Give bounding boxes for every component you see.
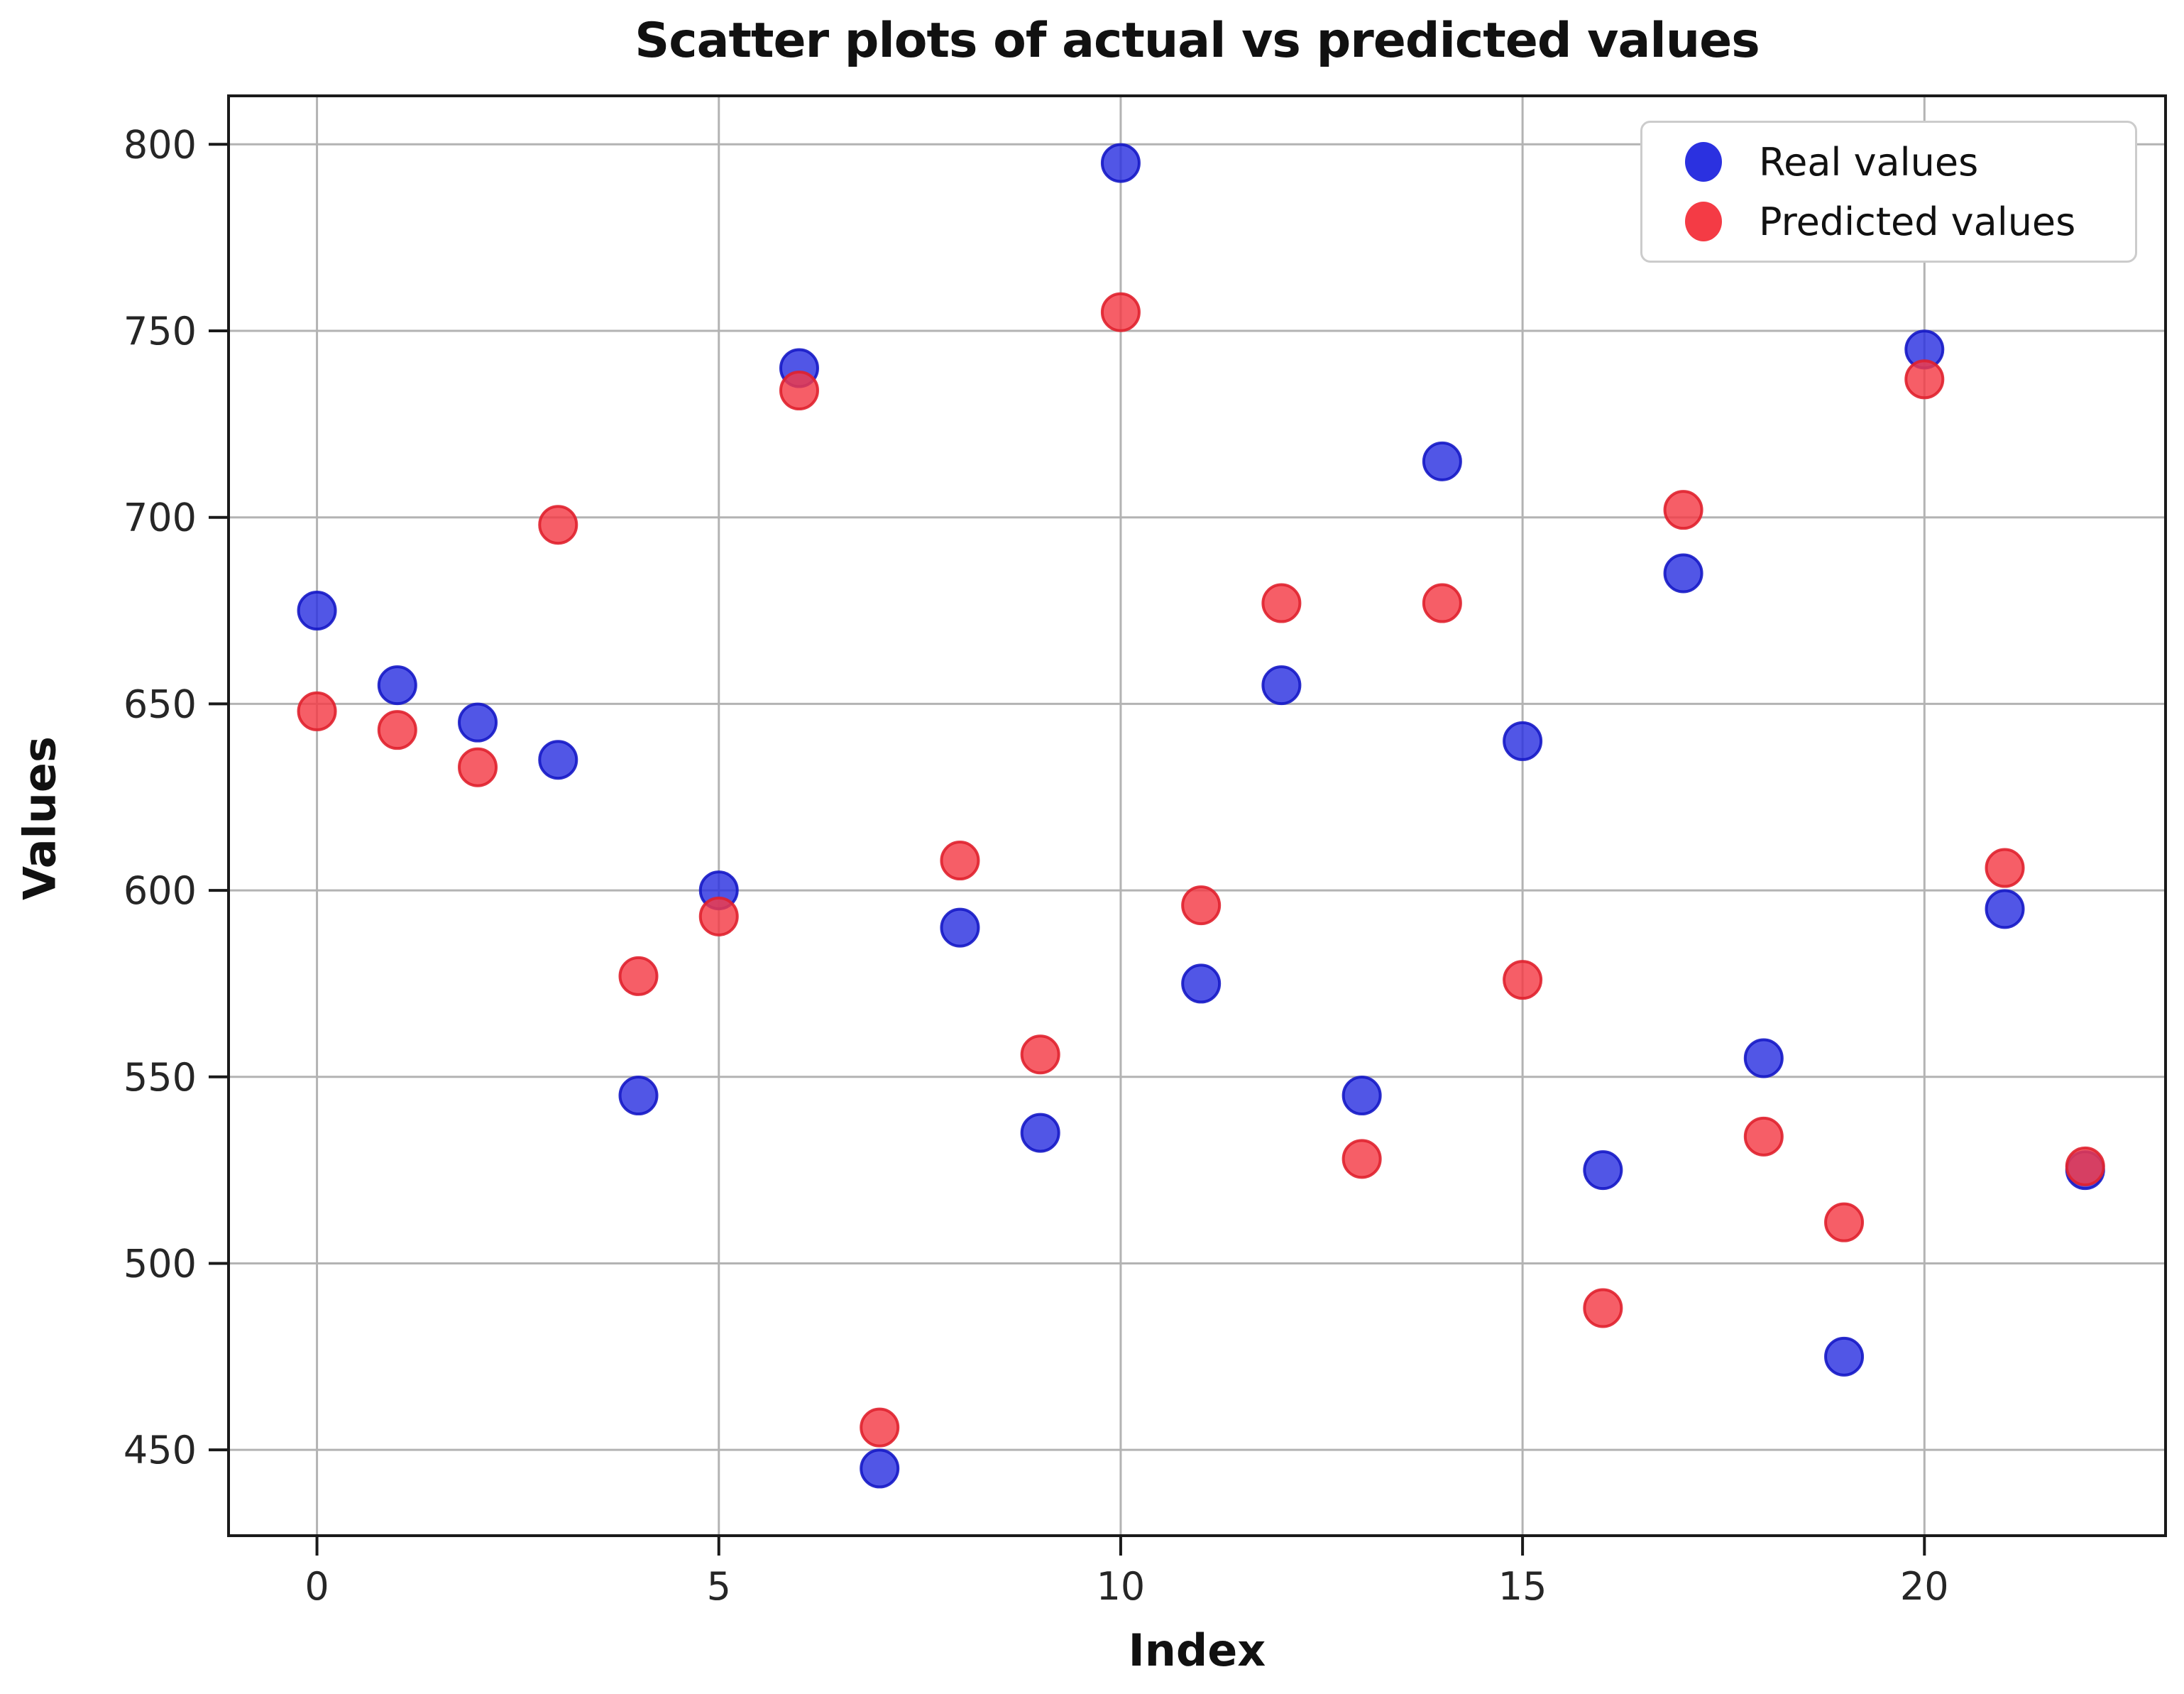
legend-item: Predicted values bbox=[1642, 198, 2135, 245]
data-point-predicted bbox=[1341, 1139, 1382, 1179]
legend-marker-predicted-icon bbox=[1685, 202, 1722, 241]
data-point-predicted bbox=[377, 710, 417, 750]
legend-item-label: Predicted values bbox=[1759, 199, 2076, 244]
data-point-real bbox=[458, 702, 498, 743]
y-tick-label: 500 bbox=[124, 1241, 197, 1286]
data-point-predicted bbox=[618, 956, 659, 996]
data-point-predicted bbox=[698, 896, 739, 936]
data-point-predicted bbox=[297, 691, 337, 731]
data-point-real bbox=[1261, 665, 1302, 706]
legend: Real values Predicted values bbox=[1640, 121, 2137, 263]
legend-marker-real-icon bbox=[1685, 142, 1722, 182]
data-point-predicted bbox=[1100, 292, 1141, 332]
data-point-predicted bbox=[1020, 1034, 1060, 1075]
data-point-real bbox=[1663, 553, 1703, 594]
y-tick-label: 650 bbox=[124, 682, 197, 726]
data-point-real bbox=[1020, 1113, 1060, 1153]
x-tick-label: 0 bbox=[304, 1564, 329, 1609]
x-tick-label: 10 bbox=[1097, 1564, 1146, 1609]
y-axis-label: Values bbox=[13, 736, 66, 900]
chart-title: Scatter plots of actual vs predicted val… bbox=[635, 13, 1760, 69]
data-point-predicted bbox=[1663, 490, 1703, 530]
data-point-real bbox=[618, 1076, 659, 1116]
data-point-predicted bbox=[940, 841, 980, 881]
data-point-predicted bbox=[779, 371, 819, 411]
data-point-real bbox=[538, 740, 578, 780]
data-point-predicted bbox=[1985, 848, 2025, 888]
data-point-predicted bbox=[1422, 583, 1462, 623]
y-tick-label: 800 bbox=[124, 122, 197, 167]
y-tick-label: 600 bbox=[124, 868, 197, 913]
data-point-predicted bbox=[1824, 1202, 1865, 1242]
data-point-real bbox=[1743, 1038, 1784, 1078]
data-point-real bbox=[860, 1448, 900, 1489]
data-point-predicted bbox=[1503, 960, 1543, 1000]
data-point-real bbox=[1985, 889, 2025, 929]
x-axis-label: Index bbox=[1128, 1624, 1266, 1676]
x-tick-label: 15 bbox=[1498, 1564, 1547, 1609]
data-point-real bbox=[1181, 963, 1222, 1004]
data-point-real bbox=[1503, 721, 1543, 761]
data-point-predicted bbox=[458, 747, 498, 787]
data-point-real bbox=[297, 591, 337, 631]
data-point-predicted bbox=[1743, 1116, 1784, 1157]
data-point-predicted bbox=[538, 505, 578, 545]
axes-spines bbox=[227, 94, 2167, 1537]
data-point-real bbox=[1583, 1150, 1623, 1191]
y-tick-label: 700 bbox=[124, 496, 197, 540]
legend-item: Real values bbox=[1642, 138, 2135, 185]
data-point-real bbox=[1422, 441, 1462, 481]
data-point-predicted bbox=[1583, 1288, 1623, 1328]
y-tick-label: 750 bbox=[124, 309, 197, 354]
data-point-predicted bbox=[1904, 359, 1945, 400]
x-tick-label: 20 bbox=[1900, 1564, 1949, 1609]
data-point-predicted bbox=[1261, 583, 1302, 623]
legend-item-label: Real values bbox=[1759, 139, 1979, 185]
y-tick-label: 550 bbox=[124, 1055, 197, 1100]
y-tick-label: 450 bbox=[124, 1428, 197, 1472]
data-point-predicted bbox=[2065, 1146, 2105, 1186]
data-point-real bbox=[1824, 1336, 1865, 1377]
data-point-predicted bbox=[860, 1407, 900, 1448]
x-tick-label: 5 bbox=[707, 1564, 731, 1609]
data-point-real bbox=[940, 907, 980, 948]
data-point-real bbox=[377, 665, 417, 706]
data-point-predicted bbox=[1181, 885, 1222, 926]
plot-area bbox=[229, 96, 2166, 1536]
data-point-real bbox=[1100, 143, 1141, 183]
data-point-real bbox=[1341, 1076, 1382, 1116]
